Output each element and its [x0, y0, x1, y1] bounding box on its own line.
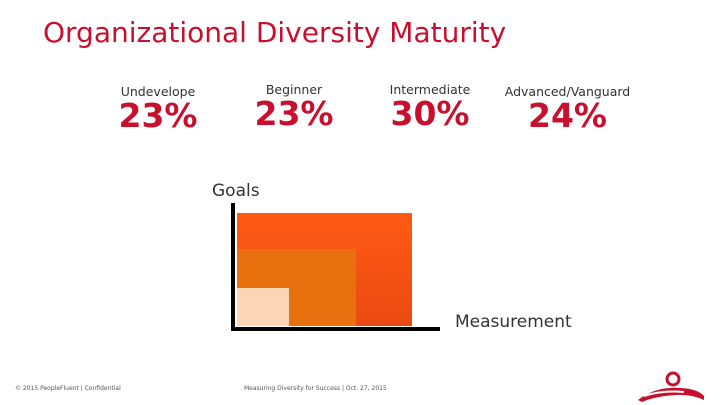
x-axis-label: Measurement: [455, 312, 572, 332]
level-label: Beginner: [265, 82, 323, 97]
y-axis-label: Goals: [212, 181, 260, 201]
level-intermediate: Intermediate 30%: [380, 82, 480, 131]
x-axis-line: [231, 327, 440, 331]
level-label: Undevelope: [120, 84, 196, 99]
y-axis-line: [231, 203, 235, 331]
company-logo-icon: [638, 371, 704, 402]
level-advanced-vanguard: Advanced/Vanguard 24%: [500, 84, 635, 133]
level-label: Advanced/Vanguard: [504, 84, 631, 99]
level-percent: 24%: [528, 96, 607, 135]
level-percent: 23%: [254, 94, 334, 133]
footer-copyright: © 2015 PeopleFluent | Confidential: [15, 385, 121, 392]
level-beginner: Beginner 23%: [254, 82, 334, 131]
level-undeveloped: Undevelope 23%: [118, 84, 198, 133]
level-percent: 23%: [118, 96, 198, 135]
maturity-box-small: [237, 288, 289, 326]
level-percent: 30%: [390, 94, 470, 133]
page-title: Organizational Diversity Maturity: [43, 16, 507, 49]
level-label: Intermediate: [389, 82, 471, 97]
footer-presentation-info: Measuring Diversity for Success | Oct. 2…: [244, 385, 387, 392]
